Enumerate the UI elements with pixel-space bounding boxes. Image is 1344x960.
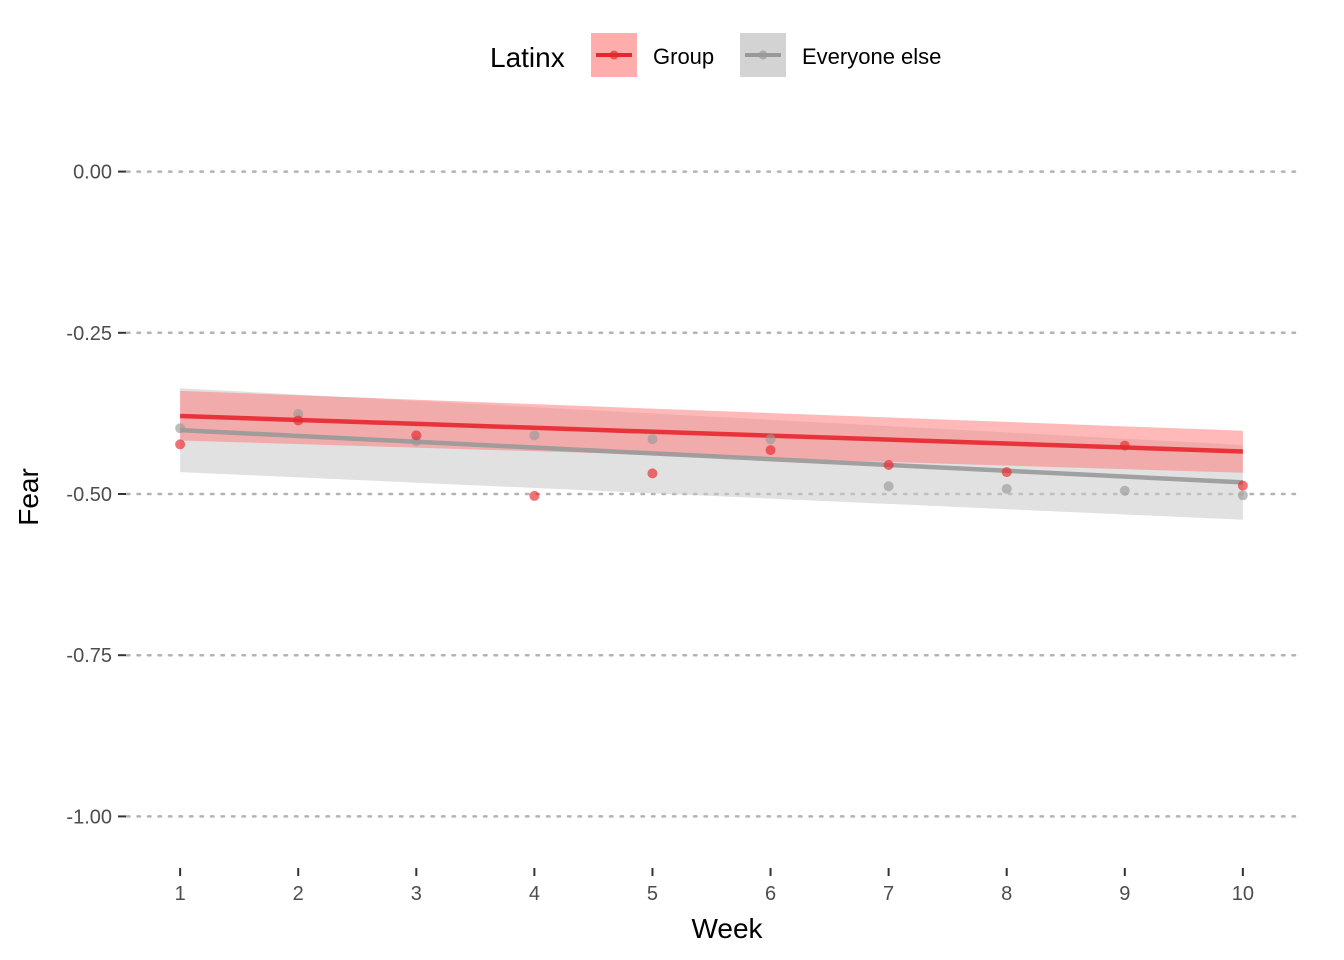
data-point-group bbox=[411, 430, 422, 441]
data-points bbox=[175, 409, 1248, 501]
data-point-everyone-else bbox=[1001, 483, 1012, 494]
data-point-group bbox=[529, 490, 540, 501]
y-axis-title: Fear bbox=[13, 468, 44, 526]
fit-line-everyone-else bbox=[180, 427, 1243, 485]
data-point-group bbox=[647, 468, 658, 479]
data-point-everyone-else bbox=[1237, 490, 1248, 501]
data-point-everyone-else bbox=[883, 481, 894, 492]
legend-key-everyone-else-point bbox=[758, 50, 768, 60]
x-tick-label: 4 bbox=[529, 883, 540, 905]
y-tick-label: -0.50 bbox=[66, 484, 112, 506]
y-tick-label: 0.00 bbox=[73, 162, 112, 184]
data-point-group bbox=[1237, 480, 1248, 491]
legend: Latinx Group Everyone else bbox=[490, 33, 941, 77]
x-tick-label: 8 bbox=[1001, 883, 1012, 905]
data-point-group bbox=[1119, 440, 1130, 451]
axes: 0.00 -0.25 -0.50 -0.75 -1.00 1 2 3 4 5 6 7 8 9 10 bbox=[66, 162, 1254, 905]
x-tick-label: 1 bbox=[175, 883, 186, 905]
legend-label-everyone-else: Everyone else bbox=[802, 44, 941, 69]
data-point-group bbox=[883, 459, 894, 470]
legend-key-group-point bbox=[609, 50, 619, 60]
data-point-group bbox=[175, 439, 186, 450]
data-point-everyone-else bbox=[175, 423, 186, 434]
fit-lines bbox=[180, 413, 1243, 485]
x-tick-label: 5 bbox=[647, 883, 658, 905]
x-tick-label: 10 bbox=[1232, 883, 1254, 905]
data-point-everyone-else bbox=[765, 434, 776, 445]
fit-line-group bbox=[180, 413, 1243, 454]
legend-title: Latinx bbox=[490, 42, 565, 73]
data-point-everyone-else bbox=[529, 430, 540, 441]
data-point-group bbox=[293, 415, 304, 426]
legend-label-group: Group bbox=[653, 44, 714, 69]
confidence-ribbons bbox=[180, 388, 1243, 520]
x-tick-label: 7 bbox=[883, 883, 894, 905]
x-axis-title: Week bbox=[691, 913, 763, 944]
x-tick-label: 9 bbox=[1119, 883, 1130, 905]
data-point-everyone-else bbox=[647, 434, 658, 445]
data-point-group bbox=[1001, 467, 1012, 478]
x-tick-label: 3 bbox=[411, 883, 422, 905]
y-tick-label: -0.75 bbox=[66, 645, 112, 667]
y-tick-label: -1.00 bbox=[66, 806, 112, 828]
x-tick-label: 2 bbox=[293, 883, 304, 905]
x-tick-label: 6 bbox=[765, 883, 776, 905]
legend-item-everyone-else: Everyone else bbox=[740, 33, 941, 77]
data-point-group bbox=[765, 445, 776, 456]
data-point-everyone-else bbox=[1119, 485, 1130, 496]
legend-item-group: Group bbox=[591, 33, 714, 77]
y-tick-label: -0.25 bbox=[66, 323, 112, 345]
